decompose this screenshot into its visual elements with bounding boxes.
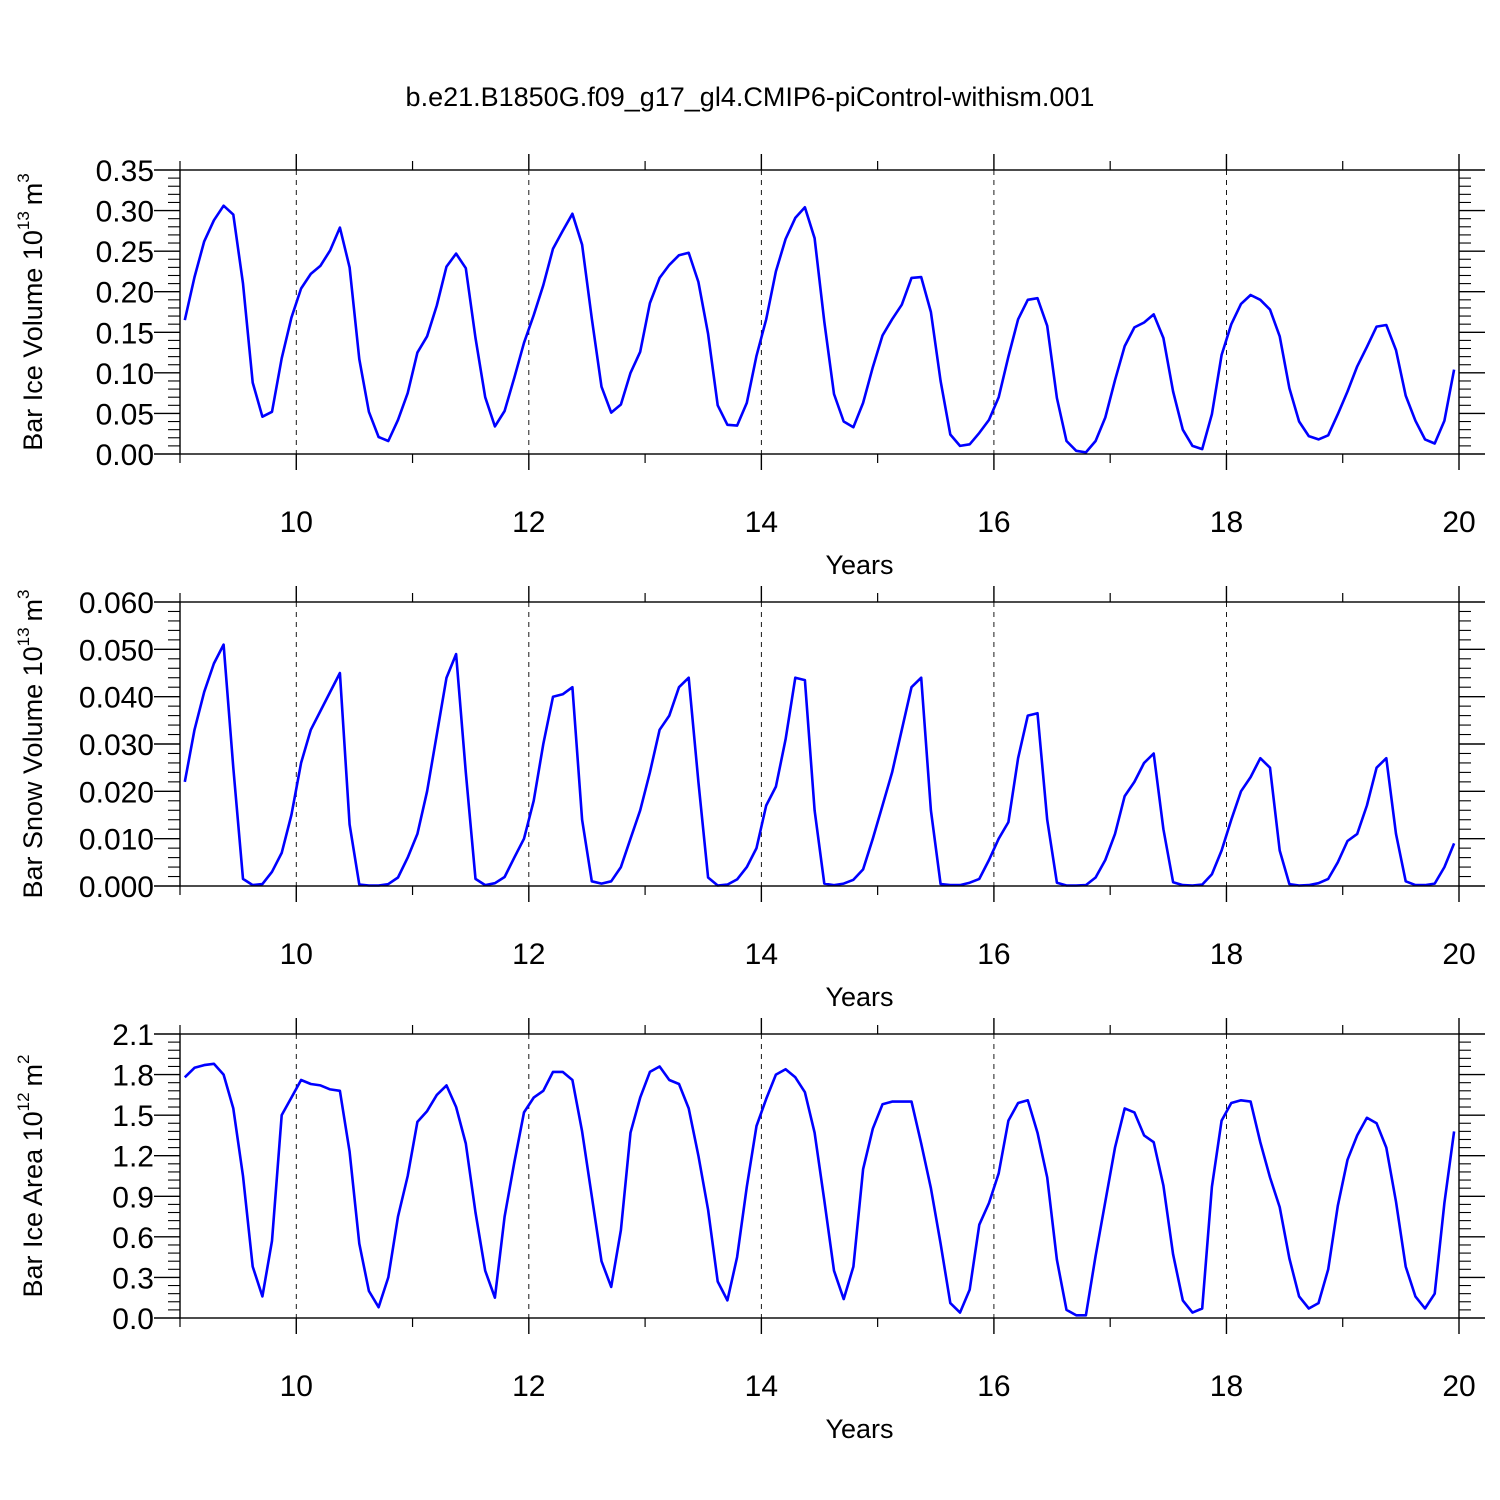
plot-frame bbox=[179, 601, 1460, 887]
y-tick-labels: 0.000 0.010 0.020 0.030 0.040 0.050 0.060 bbox=[79, 587, 154, 904]
panel-ice-volume: 10 12 14 16 18 20 0.00 0.05 0.10 0.15 0.20 0.25 0.3… bbox=[14, 154, 1485, 580]
x-tick-label: 20 bbox=[1442, 1370, 1475, 1403]
y-tick-label: 0.35 bbox=[96, 155, 154, 188]
x-gridlines bbox=[295, 1034, 1227, 1318]
x-tick-label: 18 bbox=[1210, 1370, 1243, 1403]
axis-ticks bbox=[154, 1018, 1485, 1334]
snow-volume-series-line bbox=[183, 643, 1456, 887]
y-tick-label: 0.6 bbox=[112, 1222, 154, 1255]
x-tick-label: 12 bbox=[512, 938, 545, 971]
y-tick-label: 0.10 bbox=[96, 358, 154, 391]
x-tick-label: 20 bbox=[1442, 938, 1475, 971]
x-axis-title: Years bbox=[825, 550, 893, 580]
x-tick-label: 10 bbox=[280, 938, 313, 971]
y-axis-title: Bar Ice Volume 1013m3 bbox=[14, 173, 48, 451]
panel-snow-volume: 10 12 14 16 18 20 0.0000.0100.0200.0300.0400.… bbox=[14, 586, 1485, 1012]
y-tick-label: 0.020 bbox=[79, 776, 154, 809]
y-tick-label: 0.9 bbox=[112, 1181, 154, 1214]
y-tick-label: 1.2 bbox=[112, 1141, 154, 1174]
x-tick-label: 10 bbox=[280, 506, 313, 539]
y-tick-label: 0.010 bbox=[79, 824, 154, 857]
x-axis-title: Years bbox=[825, 1414, 893, 1444]
x-tick-label: 14 bbox=[745, 1370, 778, 1403]
x-tick-labels: 10 12 14 16 18 20 bbox=[280, 1370, 1476, 1403]
x-tick-label: 16 bbox=[977, 938, 1010, 971]
x-tick-label: 14 bbox=[745, 938, 778, 971]
y-tick-labels: 0.0 0.3 0.6 0.9 1.2 1.5 1.8 2.1 bbox=[112, 1019, 154, 1336]
y-tick-label: 0.00 bbox=[96, 439, 154, 472]
y-tick-label: 0.000 bbox=[79, 871, 154, 904]
x-tick-label: 18 bbox=[1210, 506, 1243, 539]
y-axis-title: Bar Snow Volume 1013m3 bbox=[14, 589, 48, 898]
x-gridlines bbox=[295, 602, 1227, 886]
x-tick-label: 16 bbox=[977, 506, 1010, 539]
y-tick-labels: 0.00 0.05 0.10 0.15 0.20 0.25 0.30 0.35 bbox=[96, 155, 154, 472]
chart-title: b.e21.B1850G.f09_g17_gl4.CMIP6-piControl… bbox=[406, 82, 1095, 112]
ice-area-series-line bbox=[183, 1062, 1456, 1317]
y-tick-label: 0.20 bbox=[96, 277, 154, 310]
y-axis-title: Bar Ice Area 1012m2 bbox=[14, 1054, 48, 1297]
y-tick-label: 2.1 bbox=[112, 1019, 154, 1052]
y-tick-label: 1.5 bbox=[112, 1100, 154, 1133]
x-axis-title: Years bbox=[825, 982, 893, 1012]
x-tick-labels: 10 12 14 16 18 20 bbox=[280, 938, 1476, 971]
panel-ice-area: 10 12 14 16 18 20 0.0 0.3 0.6 0.9 1.2 1.5 1.8 2.1 Ye… bbox=[14, 1018, 1485, 1444]
axis-ticks bbox=[154, 154, 1485, 470]
x-tick-label: 14 bbox=[745, 506, 778, 539]
x-tick-label: 16 bbox=[977, 1370, 1010, 1403]
y-tick-label: 0.0 bbox=[112, 1303, 154, 1336]
x-gridlines bbox=[295, 170, 1227, 454]
y-tick-label: 0.30 bbox=[96, 196, 154, 229]
plot-frame bbox=[179, 1033, 1460, 1319]
y-tick-label: 0.060 bbox=[79, 587, 154, 620]
x-tick-label: 18 bbox=[1210, 938, 1243, 971]
y-tick-label: 0.050 bbox=[79, 634, 154, 667]
ice-volume-series-line bbox=[183, 204, 1456, 454]
y-tick-label: 1.8 bbox=[112, 1060, 154, 1093]
x-tick-label: 10 bbox=[280, 1370, 313, 1403]
axis-ticks bbox=[154, 586, 1485, 902]
x-tick-label: 20 bbox=[1442, 506, 1475, 539]
y-tick-label: 0.030 bbox=[79, 729, 154, 762]
plot-frame bbox=[179, 169, 1460, 455]
x-tick-label: 12 bbox=[512, 506, 545, 539]
y-tick-label: 0.3 bbox=[112, 1262, 154, 1295]
y-tick-label: 0.15 bbox=[96, 317, 154, 350]
y-tick-label: 0.25 bbox=[96, 236, 154, 269]
x-tick-labels: 10 12 14 16 18 20 bbox=[280, 506, 1476, 539]
y-tick-label: 0.05 bbox=[96, 398, 154, 431]
y-tick-label: 0.040 bbox=[79, 682, 154, 715]
x-tick-label: 12 bbox=[512, 1370, 545, 1403]
